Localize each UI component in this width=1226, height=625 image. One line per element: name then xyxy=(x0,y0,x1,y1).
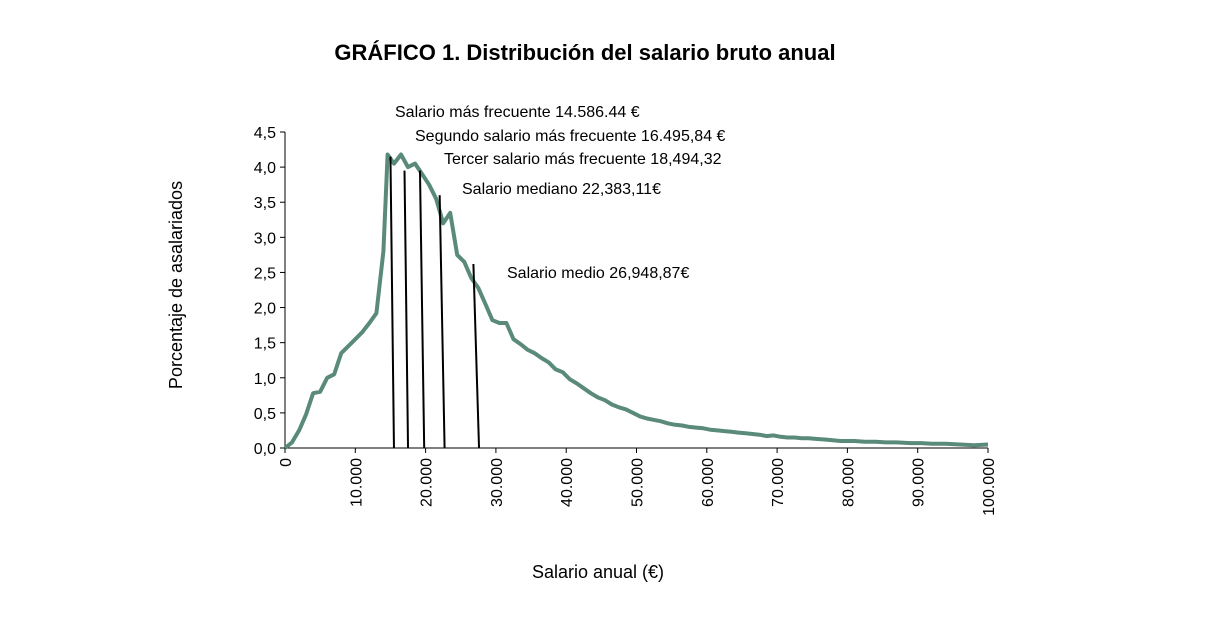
y-axis-label: Porcentaje de asalariados xyxy=(166,181,186,389)
annotation-label: Segundo salario más frecuente 16.495,84 … xyxy=(415,128,726,145)
x-tick-label: 20.000 xyxy=(419,458,436,507)
annotations: Salario más frecuente 14.586.44 € Segundo… xyxy=(389,104,726,449)
x-tick-label: 30.000 xyxy=(489,458,506,507)
y-ticks: 0,0 0,5 1,0 1,5 2,0 2,5 3,0 3,5 4,0 4,5 xyxy=(254,125,285,458)
x-ticks: 0 10.000 20.000 30.000 40.000 50.000 60.000 70.… xyxy=(278,448,998,516)
y-tick-label: 0,5 xyxy=(254,406,276,423)
chart-title: GRÁFICO 1. Distribución del salario brut… xyxy=(334,40,836,65)
y-tick-label: 1,0 xyxy=(254,371,276,388)
y-tick-label: 2,0 xyxy=(254,301,276,318)
annotation-line xyxy=(389,156,395,449)
annotation-line xyxy=(472,263,481,449)
y-tick-label: 3,0 xyxy=(254,230,276,247)
y-tick-label: 4,0 xyxy=(254,160,276,177)
annotation-line xyxy=(418,170,426,449)
y-tick-label: 0,0 xyxy=(254,441,276,458)
x-tick-label: 10.000 xyxy=(348,458,365,507)
annotation-line xyxy=(403,170,410,449)
x-tick-label: 50.000 xyxy=(630,458,647,507)
annotation-label: Tercer salario más frecuente 18,494,32 xyxy=(444,151,722,168)
x-tick-label: 40.000 xyxy=(559,458,576,507)
annotation-label: Salario mediano 22,383,11€ xyxy=(462,181,661,198)
y-tick-label: 3,5 xyxy=(254,195,276,212)
annotation-label: Salario más frecuente 14.586.44 € xyxy=(395,104,640,121)
y-tick-label: 4,5 xyxy=(254,125,276,142)
y-tick-label: 2,5 xyxy=(254,265,276,282)
annotation-label: Salario medio 26,948,87€ xyxy=(507,265,689,282)
x-tick-label: 90.000 xyxy=(911,458,928,507)
x-axis-label: Salario anual (€) xyxy=(532,562,664,582)
x-tick-label: 80.000 xyxy=(840,458,857,507)
y-tick-label: 1,5 xyxy=(254,336,276,353)
annotation-line xyxy=(438,195,446,449)
x-tick-label: 60.000 xyxy=(700,458,717,507)
x-tick-label: 0 xyxy=(278,458,295,467)
x-tick-label: 100.000 xyxy=(981,458,998,516)
series-line xyxy=(283,152,989,450)
x-tick-label: 70.000 xyxy=(770,458,787,507)
